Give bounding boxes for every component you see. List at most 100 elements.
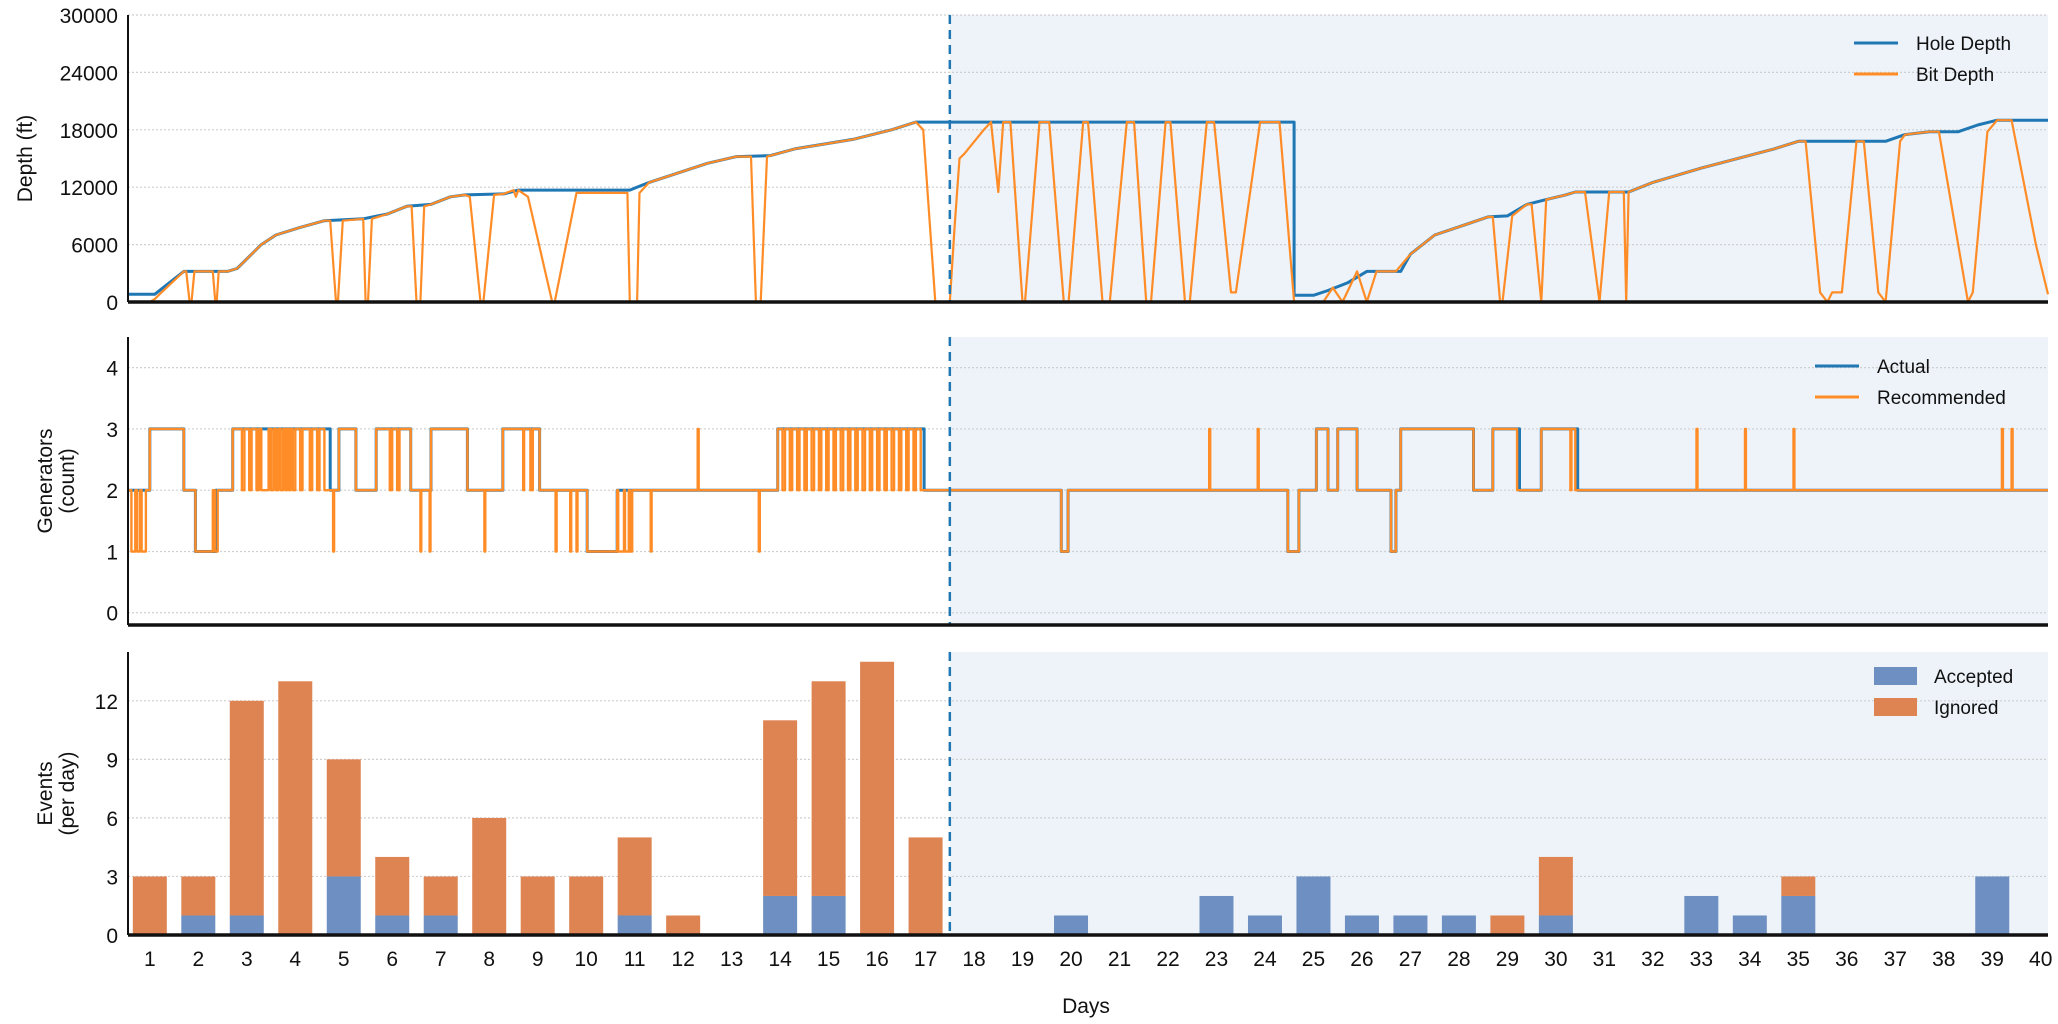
bar-ignored-day-1 [132, 876, 167, 935]
y-tick-label: 4 [106, 358, 118, 381]
legend-swatch [1874, 667, 1917, 685]
x-tick-label: 5 [338, 948, 350, 971]
y-tick-label: 6 [106, 808, 118, 831]
y-tick-label: 1 [106, 541, 118, 564]
legend-label: Hole Depth [1916, 34, 2011, 55]
bar-ignored-day-30 [1538, 856, 1573, 916]
y-axis-label: (count) [56, 448, 79, 513]
y-axis-label: Generators [34, 428, 57, 533]
bar-ignored-day-29 [1490, 915, 1525, 935]
y-axis-label: (per day) [56, 751, 79, 835]
bar-accepted-day-5 [326, 876, 361, 935]
y-tick-label: 3 [106, 866, 118, 889]
x-tick-label: 20 [1059, 948, 1082, 971]
bar-ignored-day-17 [908, 837, 943, 935]
bar-accepted-day-28 [1441, 915, 1476, 935]
bar-accepted-day-7 [423, 915, 458, 935]
bar-ignored-day-7 [423, 876, 458, 916]
bar-accepted-day-26 [1344, 915, 1379, 935]
legend-label: Bit Depth [1916, 65, 1994, 86]
legend: Actual Recommended [1815, 357, 2006, 409]
legend-label: Accepted [1934, 667, 2013, 688]
x-tick-label: 8 [483, 948, 495, 971]
bar-ignored-day-3 [229, 700, 264, 916]
x-tick-label: 32 [1641, 948, 1664, 971]
bar-accepted-day-23 [1199, 895, 1234, 935]
y-tick-label: 9 [106, 749, 118, 772]
x-tick-label: 7 [435, 948, 447, 971]
bar-ignored-day-8 [472, 817, 507, 935]
x-tick-label: 40 [2029, 948, 2052, 971]
bar-ignored-day-2 [181, 876, 216, 916]
forecast-shaded-region [949, 652, 2049, 935]
y-tick-label: 18000 [60, 120, 118, 143]
x-tick-label: 24 [1253, 948, 1277, 971]
x-tick-label: 25 [1302, 948, 1325, 971]
x-tick-label: 21 [1108, 948, 1131, 971]
x-tick-label: 36 [1835, 948, 1858, 971]
x-tick-label: 17 [914, 948, 937, 971]
x-tick-label: 1 [144, 948, 156, 971]
bar-ignored-day-35 [1781, 876, 1816, 896]
y-axis-label: Depth (ft) [14, 115, 37, 203]
legend: Hole Depth Bit Depth [1854, 34, 2011, 86]
bar-accepted-day-6 [375, 915, 410, 935]
x-tick-label: 38 [1932, 948, 1955, 971]
x-tick-label: 9 [532, 948, 544, 971]
x-tick-label: 6 [386, 948, 398, 971]
y-tick-label: 6000 [71, 235, 118, 258]
bar-ignored-day-11 [617, 837, 652, 916]
y-tick-label: 0 [106, 292, 118, 315]
bar-accepted-day-15 [811, 895, 846, 935]
bar-accepted-day-27 [1393, 915, 1428, 935]
bar-accepted-day-34 [1732, 915, 1767, 935]
x-tick-label: 19 [1011, 948, 1034, 971]
bar-ignored-day-6 [375, 856, 410, 916]
x-tick-label: 31 [1593, 948, 1616, 971]
bar-accepted-day-24 [1247, 915, 1282, 935]
x-tick-label: 12 [671, 948, 694, 971]
bar-accepted-day-30 [1538, 915, 1573, 935]
series-line-recommended [129, 427, 2048, 553]
legend: Accepted Ignored [1874, 667, 2013, 719]
x-tick-label: 15 [817, 948, 840, 971]
bar-accepted-day-35 [1781, 895, 1816, 935]
x-tick-label: 4 [289, 948, 301, 971]
bar-accepted-day-20 [1054, 915, 1089, 935]
bar-accepted-day-25 [1296, 876, 1331, 935]
forecast-shaded-region [949, 337, 2049, 625]
x-tick-label: 11 [624, 948, 646, 971]
bar-ignored-day-16 [860, 661, 895, 935]
x-tick-label: 23 [1205, 948, 1228, 971]
y-tick-label: 0 [106, 925, 118, 948]
panel-1: 0 6000 12000 18000 24000 30000 Depth (ft) Hole … [14, 5, 2050, 315]
x-tick-label: 28 [1447, 948, 1470, 971]
x-tick-label: 22 [1156, 948, 1179, 971]
legend-label: Ignored [1934, 698, 1998, 719]
bar-ignored-day-10 [569, 876, 604, 935]
y-tick-label: 12 [95, 691, 118, 714]
bar-ignored-day-9 [520, 876, 555, 935]
bar-accepted-day-39 [1975, 876, 2010, 935]
y-tick-label: 24000 [60, 62, 118, 85]
bar-ignored-day-15 [811, 681, 846, 896]
x-tick-label: 37 [1884, 948, 1907, 971]
y-tick-label: 30000 [60, 5, 118, 28]
bar-ignored-day-14 [763, 720, 798, 896]
bar-ignored-day-5 [326, 759, 361, 877]
x-tick-label: 33 [1690, 948, 1713, 971]
x-tick-label: 26 [1350, 948, 1373, 971]
y-tick-label: 2 [106, 480, 118, 503]
x-tick-label: 2 [192, 948, 204, 971]
x-tick-label: 14 [768, 948, 792, 971]
x-tick-label: 3 [241, 948, 253, 971]
legend-swatch [1874, 698, 1917, 716]
x-tick-label: 35 [1787, 948, 1810, 971]
x-tick-label: 29 [1496, 948, 1519, 971]
legend-label: Recommended [1877, 388, 2006, 409]
bar-accepted-day-33 [1684, 895, 1719, 935]
x-tick-label: 18 [962, 948, 985, 971]
y-tick-label: 3 [106, 419, 118, 442]
x-tick-label: 13 [720, 948, 743, 971]
